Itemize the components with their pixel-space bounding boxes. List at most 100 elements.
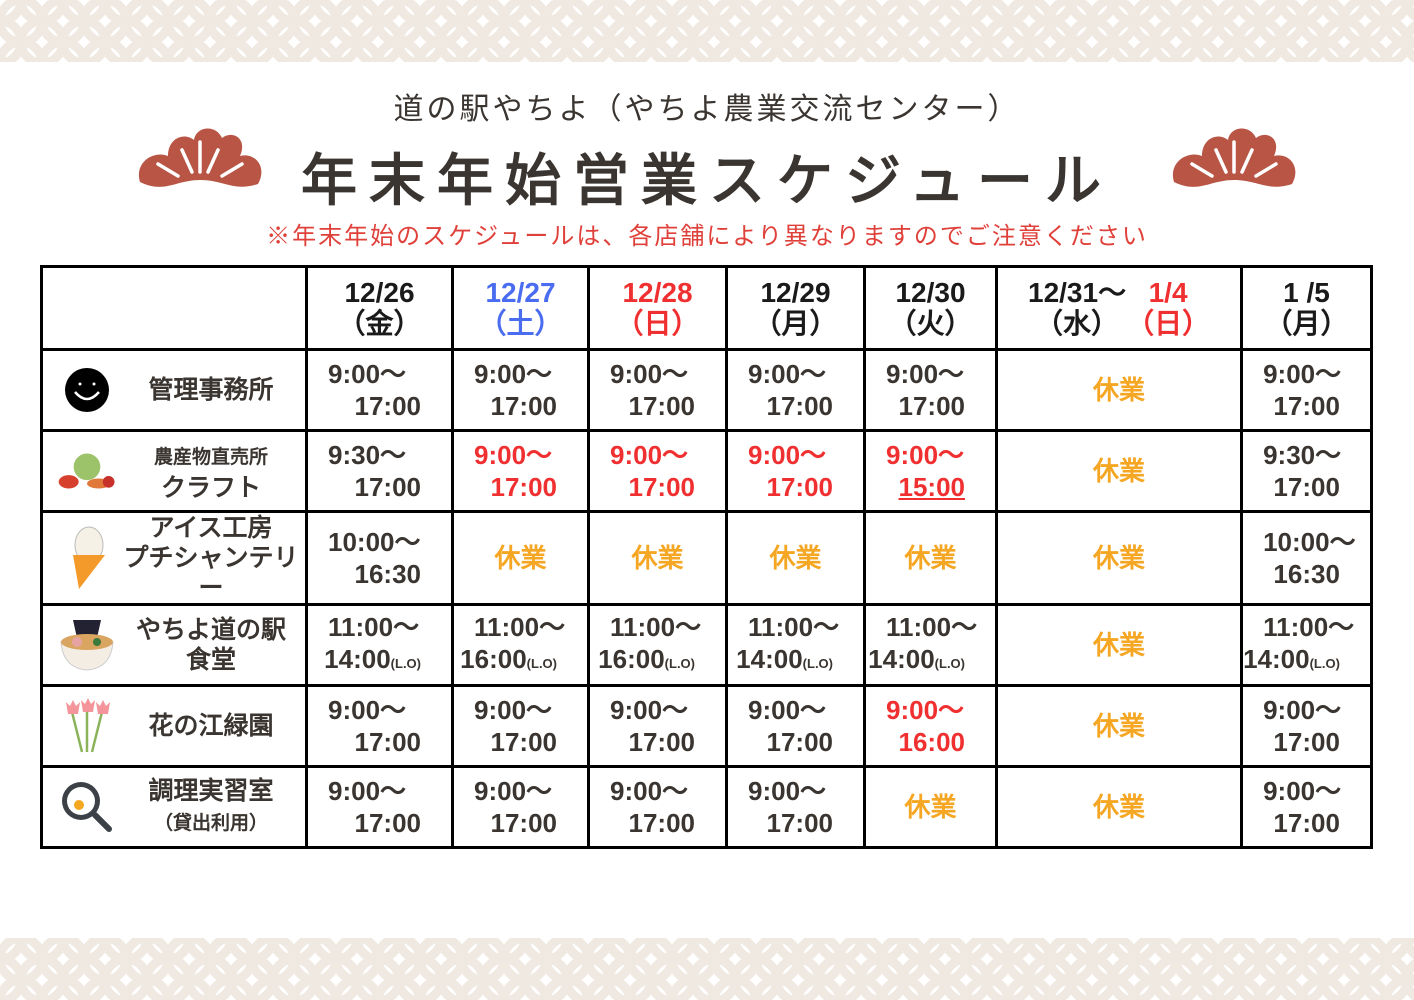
close-time: 17:00 <box>628 391 696 421</box>
close-time: 17:00 <box>898 391 966 421</box>
close-time: 17:00 <box>766 808 834 838</box>
hours-cell: 11:00〜 14:00(L.O) <box>863 603 998 687</box>
open-time: 9:00〜 <box>1263 359 1342 389</box>
close-time: 14:00 <box>324 643 391 674</box>
close-time: 15:00 <box>898 472 966 502</box>
facility-name: 農産物直売所 <box>153 446 268 468</box>
facility-cell: 管理事務所 <box>40 348 308 432</box>
open-time: 9:00〜 <box>474 359 553 389</box>
vegetables-icon <box>57 441 117 501</box>
hours-cell: 9:00〜 17:00 <box>305 765 454 849</box>
close-time: 17:00 <box>354 727 422 757</box>
hours-cell: 11:00〜 16:00(L.O) <box>587 603 728 687</box>
facility-cell: 花の江緑園 <box>40 684 308 768</box>
hours-cell: 9:00〜 17:00 <box>1240 765 1373 849</box>
open-time: 9:00〜 <box>748 695 827 725</box>
open-time: 10:00〜 <box>328 527 421 557</box>
close-time: 17:00 <box>1273 472 1340 502</box>
hours-cell: 9:00〜 15:00 <box>863 429 998 513</box>
open-time: 9:00〜 <box>886 359 965 389</box>
open-time: 10:00〜 <box>1263 527 1356 557</box>
date-header: 12/30 （火） <box>863 265 998 351</box>
close-time: 17:00 <box>490 808 558 838</box>
open-time: 11:00〜 <box>886 611 978 642</box>
last-order-label: (L.O) <box>1309 655 1340 671</box>
date-label: 12/30 <box>895 277 966 308</box>
open-time: 9:00〜 <box>748 359 827 389</box>
weekday-label: （土） <box>478 308 563 339</box>
corner-cell <box>40 265 308 351</box>
close-time: 17:00 <box>628 472 696 502</box>
open-time: 9:00〜 <box>748 776 827 806</box>
shippo-pattern-bottom <box>0 938 1414 1000</box>
closed-cell: 休業 <box>451 510 590 606</box>
hours-cell: 9:00〜 17:00 <box>725 765 866 849</box>
closed-cell: 休業 <box>725 510 866 606</box>
open-time: 9:00〜 <box>610 776 689 806</box>
open-time: 9:00〜 <box>474 776 553 806</box>
hours-cell: 9:00〜 17:00 <box>725 429 866 513</box>
hours-cell: 9:00〜 17:00 <box>725 348 866 432</box>
open-time: 11:00〜 <box>610 611 702 642</box>
open-time: 11:00〜 <box>328 611 420 642</box>
schedule-table: 12/26 （金） 12/27 （土） 12/28 （日） 12/29 （月） 12/30 （火）… <box>40 265 1373 849</box>
hours-cell: 9:00〜 17:00 <box>451 348 590 432</box>
hours-cell: 11:00〜 14:00(L.O) <box>725 603 866 687</box>
header-row: 12/26 （金） 12/27 （土） 12/28 （日） 12/29 （月） 12/30 （火）… <box>40 265 1373 351</box>
date-label: 12/26 <box>344 277 415 308</box>
facility-name: やちよ道の駅 <box>135 616 286 644</box>
close-time: 16:30 <box>354 559 422 589</box>
open-time: 9:00〜 <box>328 776 407 806</box>
closed-cell: 休業 <box>994 348 1244 432</box>
close-time: 16:00 <box>898 727 966 757</box>
facility-row: やちよ道の駅 食堂 11:00〜 14:00(L.O) 11:00〜 16:00(L.O)… <box>40 603 1373 687</box>
hours-cell: 11:00〜 14:00(L.O) <box>305 603 454 687</box>
hours-cell: 9:00〜 17:00 <box>1240 684 1373 768</box>
hours-cell: 9:00〜 17:00 <box>725 684 866 768</box>
close-time: 16:00 <box>460 643 527 674</box>
close-time: 17:00 <box>490 391 558 421</box>
last-order-label: (L.O) <box>390 655 421 671</box>
facility-row: 管理事務所 9:00〜 17:00 9:00〜 17:00 9:00〜 17:00 9:00〜… <box>40 348 1373 432</box>
closed-cell: 休業 <box>994 510 1244 606</box>
hours-cell: 9:00〜 17:00 <box>587 765 728 849</box>
facility-name: 花の江緑園 <box>148 712 274 740</box>
facility-cell: 農産物直売所クラフト <box>40 429 308 513</box>
closed-cell: 休業 <box>994 684 1244 768</box>
close-time: 17:00 <box>1273 808 1340 838</box>
weekday-label: （日） <box>615 308 700 339</box>
hours-cell: 9:30〜 17:00 <box>305 429 454 513</box>
date-header: 12/29 （月） <box>725 265 866 351</box>
open-time: 11:00〜 <box>474 611 566 642</box>
hours-cell: 9:00〜 17:00 <box>451 765 590 849</box>
tulip-icon <box>57 696 117 756</box>
weekday-label: （日） <box>1126 308 1211 339</box>
pine-icon <box>1172 128 1296 187</box>
weekday-label: （火） <box>888 308 973 339</box>
hours-cell: 9:00〜 17:00 <box>1240 348 1373 432</box>
facility-cell: やちよ道の駅 食堂 <box>40 603 308 687</box>
hours-cell: 9:00〜 16:00 <box>863 684 998 768</box>
hours-cell: 9:00〜 17:00 <box>587 429 728 513</box>
date-label: 12/31〜 <box>1028 277 1127 308</box>
close-time: 17:00 <box>628 808 696 838</box>
close-time: 17:00 <box>766 391 834 421</box>
last-order-label: (L.O) <box>802 655 833 671</box>
notice-text: ※年末年始のスケジュールは、各店舗により異なりますのでご注意ください <box>266 222 1148 250</box>
ice-cream-icon <box>57 526 117 589</box>
hours-cell: 10:00〜 16:30 <box>1240 510 1373 606</box>
facility-name: クラフト <box>160 473 261 502</box>
closed-cell: 休業 <box>863 510 998 606</box>
shippo-pattern-top <box>0 0 1414 62</box>
pine-icon <box>138 128 262 187</box>
facility-cell: アイス工房 プチシャンテリー <box>40 510 308 606</box>
date-label: 1/4 <box>1148 277 1188 308</box>
close-time: 14:00 <box>868 643 935 674</box>
close-time: 17:00 <box>766 472 834 502</box>
hours-cell: 9:30〜 17:00 <box>1240 429 1373 513</box>
date-label: 12/29 <box>760 277 831 308</box>
closed-cell: 休業 <box>863 765 998 849</box>
open-time: 9:00〜 <box>474 695 553 725</box>
facility-name: 管理事務所 <box>148 376 274 404</box>
open-time: 9:00〜 <box>610 440 689 470</box>
